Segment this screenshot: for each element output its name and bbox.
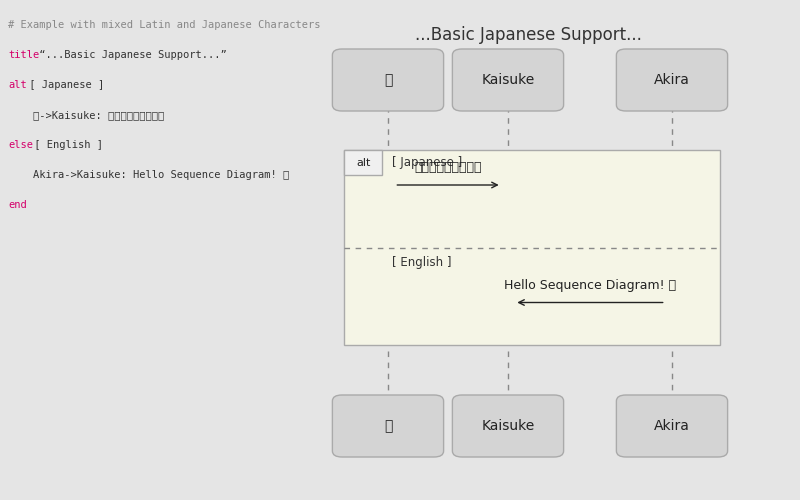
Text: Akira: Akira [654,419,690,433]
Text: [ English ]: [ English ] [28,140,103,150]
FancyBboxPatch shape [333,395,443,457]
FancyBboxPatch shape [616,49,728,111]
Text: Kaisuke: Kaisuke [482,419,534,433]
FancyBboxPatch shape [453,49,563,111]
Text: else: else [8,140,33,150]
Text: end: end [8,200,26,210]
FancyBboxPatch shape [333,49,443,111]
Text: ...Basic Japanese Support...: ...Basic Japanese Support... [414,26,642,44]
Text: [ Japanese ]: [ Japanese ] [392,156,462,169]
Text: Hello Sequence Diagram! 🤔: Hello Sequence Diagram! 🤔 [504,278,676,291]
Text: 扱: 扱 [384,73,392,87]
Text: Kaisuke: Kaisuke [482,73,534,87]
Text: 扱->Kaisuke: ハローシーケンス図: 扱->Kaisuke: ハローシーケンス図 [8,110,164,120]
Text: 扱: 扱 [384,419,392,433]
Text: alt: alt [8,80,26,90]
Text: title: title [8,50,39,60]
FancyBboxPatch shape [616,395,728,457]
Text: # Example with mixed Latin and Japanese Characters: # Example with mixed Latin and Japanese … [8,20,321,30]
Text: [ English ]: [ English ] [392,256,451,269]
FancyBboxPatch shape [344,150,720,345]
FancyBboxPatch shape [453,395,563,457]
Text: Akira->Kaisuke: Hello Sequence Diagram! 🤔: Akira->Kaisuke: Hello Sequence Diagram! … [8,170,290,180]
Text: Akira: Akira [654,73,690,87]
Text: alt: alt [356,158,370,168]
Text: [ Japanese ]: [ Japanese ] [23,80,104,90]
Text: ハローシーケンス図: ハローシーケンス図 [414,161,482,174]
FancyBboxPatch shape [344,150,382,175]
Text: “...Basic Japanese Support...”: “...Basic Japanese Support...” [33,50,226,60]
